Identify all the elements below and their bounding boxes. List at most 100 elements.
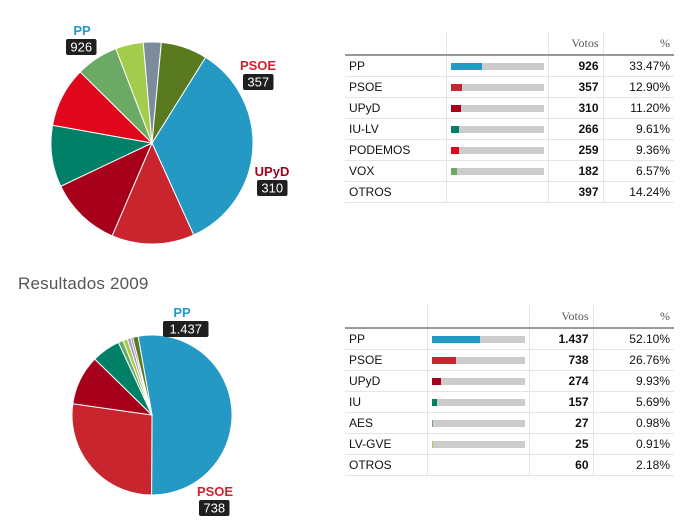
- table-row: PSOE 357 12.90%: [345, 76, 674, 98]
- pie-slice-otros_c: [151, 41, 207, 144]
- vote-bar-fill: [431, 356, 457, 364]
- vote-bar-track: [431, 398, 525, 406]
- table-row: PP 1.437 52.10%: [345, 328, 674, 350]
- vote-bar-fill: [431, 335, 480, 343]
- pie-label-pp: PP: [173, 305, 191, 320]
- vote-bar-track: [450, 62, 544, 70]
- percent-value: 0.98%: [592, 412, 674, 434]
- pie-chart-current: PP 926 PSOE 357 UPyD 310: [50, 23, 290, 245]
- votes-value: 60: [528, 454, 593, 476]
- party-name: IU-LV: [345, 118, 446, 140]
- votes-value: 397: [547, 181, 603, 203]
- svg-text:1.437: 1.437: [169, 322, 202, 337]
- party-name: OTROS: [345, 454, 427, 476]
- header-votes: Votos: [547, 32, 603, 56]
- vote-bar-cell: [445, 76, 548, 98]
- vote-bar-track: [450, 167, 544, 175]
- results-table-current: Votos % PP 926 33.47% PSOE 357 12.90% UPyD 310 1…: [345, 32, 674, 203]
- pie-slice-upyd: [60, 141, 153, 237]
- pie-label-upyd: UPyD: [255, 164, 290, 179]
- votes-value: 357: [547, 76, 603, 98]
- vote-bar-cell: [426, 454, 529, 476]
- vote-bar-fill: [450, 146, 460, 154]
- percent-value: 11.20%: [602, 97, 674, 119]
- svg-text:926: 926: [70, 40, 92, 55]
- vote-bar-track: [431, 440, 525, 448]
- header-bar: [445, 32, 548, 56]
- party-name: IU: [345, 391, 427, 413]
- vote-bar-cell: [445, 55, 548, 77]
- vote-bar-fill: [431, 377, 441, 385]
- percent-value: 52.10%: [592, 328, 674, 350]
- party-name: PP: [345, 55, 446, 77]
- vote-bar-fill: [450, 167, 457, 175]
- percent-value: 0.91%: [592, 433, 674, 455]
- table-header-row: Votos %: [345, 305, 674, 329]
- table-row: OTROS 397 14.24%: [345, 181, 674, 203]
- percent-value: 9.93%: [592, 370, 674, 392]
- vote-bar-fill: [431, 398, 437, 406]
- table-row: UPyD 274 9.93%: [345, 370, 674, 392]
- vote-bar-track: [450, 104, 544, 112]
- vote-bar-fill: [450, 83, 463, 91]
- table-row: UPyD 310 11.20%: [345, 97, 674, 119]
- vote-bar-track: [431, 419, 525, 427]
- pie-badge-pp: 926: [66, 39, 97, 55]
- votes-value: 259: [547, 139, 603, 161]
- table-row: VOX 182 6.57%: [345, 160, 674, 182]
- vote-bar-cell: [426, 433, 529, 455]
- vote-bar-fill: [450, 125, 460, 133]
- table-row: PSOE 738 26.76%: [345, 349, 674, 371]
- percent-value: 12.90%: [602, 76, 674, 98]
- vote-bar-cell: [445, 97, 548, 119]
- pie-badge-psoe: 357: [243, 74, 274, 90]
- pie-slice-psoe: [71, 403, 153, 496]
- votes-value: 25: [528, 433, 593, 455]
- vote-bar-cell: [426, 370, 529, 392]
- vote-bar-track: [450, 83, 544, 91]
- percent-value: 9.36%: [602, 139, 674, 161]
- vote-bar-fill: [431, 440, 433, 448]
- pie-badge-pp: 1.437: [163, 321, 209, 337]
- votes-value: 157: [528, 391, 593, 413]
- table-row: IU-LV 266 9.61%: [345, 118, 674, 140]
- percent-value: 2.18%: [592, 454, 674, 476]
- vote-bar-track: [431, 377, 525, 385]
- vote-bar-cell: [445, 160, 548, 182]
- votes-value: 1.437: [528, 328, 593, 350]
- votes-value: 310: [547, 97, 603, 119]
- pie-badge-psoe: 738: [199, 500, 230, 516]
- header-party: [345, 32, 446, 56]
- percent-value: 5.69%: [592, 391, 674, 413]
- pie-slice-pp: [151, 56, 254, 236]
- vote-bar-cell: [445, 118, 548, 140]
- table-row: AES 27 0.98%: [345, 412, 674, 434]
- table-row: OTROS 60 2.18%: [345, 454, 674, 476]
- party-name: OTROS: [345, 181, 446, 203]
- votes-value: 182: [547, 160, 603, 182]
- party-name: PODEMOS: [345, 139, 446, 161]
- vote-bar-track: [431, 335, 525, 343]
- pie-slice-pp: [137, 334, 233, 496]
- party-name: PSOE: [345, 349, 427, 371]
- votes-value: 738: [528, 349, 593, 371]
- svg-text:738: 738: [203, 501, 225, 516]
- table-header-row: Votos %: [345, 32, 674, 56]
- party-name: LV-GVE: [345, 433, 427, 455]
- votes-value: 926: [547, 55, 603, 77]
- header-votes: Votos: [528, 305, 593, 329]
- party-name: UPyD: [345, 97, 446, 119]
- percent-value: 33.47%: [602, 55, 674, 77]
- results-table-2009: Votos % PP 1.437 52.10% PSOE 738 26.76% UPyD 27…: [345, 305, 674, 476]
- vote-bar-cell: [426, 391, 529, 413]
- percent-value: 6.57%: [602, 160, 674, 182]
- party-name: PSOE: [345, 76, 446, 98]
- header-percent: %: [592, 305, 674, 329]
- percent-value: 9.61%: [602, 118, 674, 140]
- vote-bar-fill: [431, 419, 433, 427]
- section-heading-2009: Resultados 2009: [18, 274, 149, 293]
- party-name: AES: [345, 412, 427, 434]
- svg-text:357: 357: [247, 75, 269, 90]
- header-percent: %: [602, 32, 674, 56]
- pie-badge-upyd: 310: [257, 180, 288, 196]
